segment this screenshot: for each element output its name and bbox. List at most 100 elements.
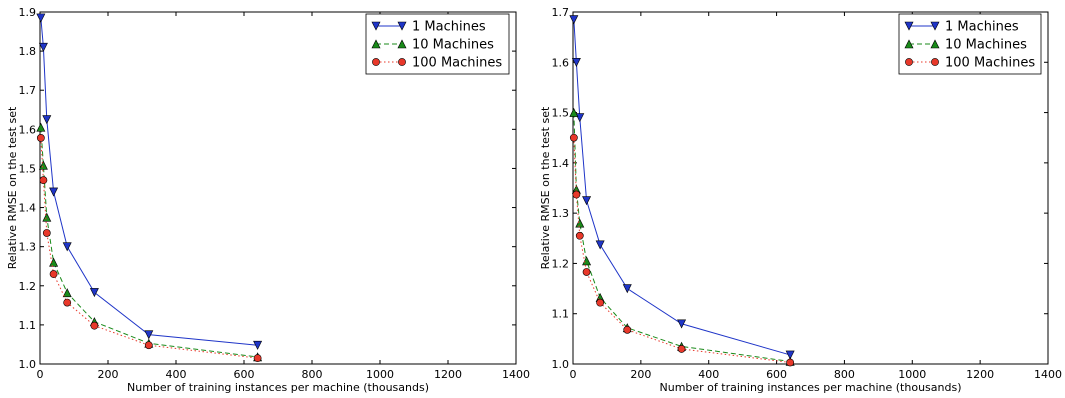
data-point-100-machines <box>677 345 686 353</box>
data-point-1-machines <box>622 284 632 294</box>
data-point-1-machines <box>677 319 687 329</box>
y-tick-label: 1.1 <box>19 319 37 332</box>
data-point-1-machines <box>571 57 581 67</box>
x-tick-label: 400 <box>698 368 719 381</box>
data-point-10-machines <box>569 107 579 117</box>
series-line-1-machines <box>573 19 791 356</box>
legend: 1 Machines 10 Machines 100 Machines <box>898 13 1042 75</box>
data-point-1-machines <box>49 187 59 197</box>
x-tick-label: 1200 <box>966 368 994 381</box>
data-point-1-machines <box>785 350 795 360</box>
y-tick-label: 1.4 <box>552 157 570 170</box>
data-point-1-machines <box>38 42 48 52</box>
legend-frame <box>365 13 510 75</box>
data-point-1-machines <box>144 330 154 340</box>
data-point-1-machines <box>595 240 605 250</box>
x-tick-label: 600 <box>766 368 787 381</box>
y-tick-label: 1.5 <box>552 107 570 120</box>
legend-marker-100-machines <box>905 58 913 66</box>
data-point-1-machines <box>89 288 99 298</box>
legend-frame <box>898 13 1042 75</box>
y-tick-label: 1.7 <box>552 6 570 19</box>
data-point-100-machines <box>575 231 584 240</box>
data-point-100-machines <box>786 358 795 367</box>
y-axis-label: Relative RMSE on the test set <box>539 106 552 269</box>
data-point-1-machines <box>42 115 52 125</box>
legend-label-100-machines: 100 Machines <box>945 56 1035 71</box>
legend: 1 Machines 10 Machines 100 Machines <box>365 13 510 75</box>
x-tick-label: 1000 <box>366 368 394 381</box>
y-tick-label: 1.6 <box>19 123 37 136</box>
y-tick-label: 1.8 <box>19 45 37 58</box>
data-point-10-machines <box>38 160 48 170</box>
legend-label-1-machines: 1 Machines <box>945 20 1019 35</box>
data-point-100-machines <box>49 270 58 278</box>
y-tick-label: 1.2 <box>552 257 570 270</box>
chart-1: 0 200 400 600 800 1000 1200 1400 1.0 1.1 1.2 1.3 1.4… <box>6 6 530 394</box>
y-tick-label: 1.2 <box>19 280 37 293</box>
data-point-10-machines <box>36 122 46 132</box>
series-line-1-machines <box>40 17 258 346</box>
legend-marker-10-machines <box>371 39 381 49</box>
legend-label-1-machines: 1 Machines <box>412 20 486 35</box>
y-tick-label: 1.4 <box>19 202 37 215</box>
x-tick-label: 800 <box>834 368 855 381</box>
y-tick-label: 1.0 <box>19 358 37 371</box>
y-tick-label: 1.3 <box>19 241 37 254</box>
x-tick-label: 200 <box>630 368 651 381</box>
data-point-10-machines <box>582 256 592 266</box>
data-point-100-machines <box>623 325 632 334</box>
y-tick-label: 1.0 <box>552 358 570 371</box>
y-axis-label: Relative RMSE on the test set <box>6 106 19 269</box>
data-point-100-machines <box>582 268 591 276</box>
data-point-100-machines <box>253 354 262 363</box>
y-tick-label: 1.3 <box>552 207 570 220</box>
data-point-10-machines <box>62 288 72 298</box>
data-point-1-machines <box>62 242 72 252</box>
legend-label-10-machines: 10 Machines <box>945 38 1027 53</box>
legend-label-100-machines: 100 Machines <box>412 56 502 71</box>
chart-2: 0 200 400 600 800 1000 1200 1400 1.0 1.1 1.2 1.3 1.4… <box>539 6 1062 394</box>
x-tick-label: 1200 <box>434 368 462 381</box>
x-axis-label: Number of training instances per machine… <box>660 381 962 394</box>
data-point-10-machines <box>575 218 585 228</box>
x-axis-label: Number of training instances per machine… <box>127 381 429 394</box>
legend-marker-1-machines <box>397 21 407 31</box>
data-point-100-machines <box>36 134 45 142</box>
series-line-100-machines <box>40 137 258 359</box>
x-tick-label: 400 <box>166 368 187 381</box>
data-point-10-machines <box>42 212 52 222</box>
x-tick-label: 800 <box>302 368 323 381</box>
data-point-1-machines <box>575 113 585 123</box>
legend-marker-1-machines <box>371 21 381 31</box>
data-point-1-machines <box>582 196 592 206</box>
legend-marker-100-machines <box>372 58 380 66</box>
legend-marker-10-machines <box>397 39 407 49</box>
data-point-100-machines <box>144 341 153 350</box>
legend-marker-100-machines <box>398 58 406 66</box>
x-tick-label: 600 <box>234 368 255 381</box>
legend-marker-100-machines <box>931 58 939 66</box>
y-tick-label: 1.6 <box>552 56 570 69</box>
data-point-1-machines <box>253 340 263 350</box>
y-tick-label: 1.7 <box>19 84 37 97</box>
data-point-100-machines <box>596 298 605 307</box>
x-tick-label: 200 <box>98 368 119 381</box>
legend-marker-1-machines <box>904 21 914 31</box>
x-tick-label: 0 <box>570 368 577 381</box>
data-point-100-machines <box>63 298 72 307</box>
data-point-1-machines <box>36 13 46 23</box>
legend-marker-10-machines <box>930 39 940 49</box>
data-point-100-machines <box>39 176 48 185</box>
series-line-10-machines <box>40 127 258 358</box>
legend-marker-10-machines <box>904 39 914 49</box>
data-point-100-machines <box>90 321 99 330</box>
x-tick-label: 1400 <box>502 368 530 381</box>
legend-marker-1-machines <box>930 21 940 31</box>
y-tick-label: 1.5 <box>19 162 37 175</box>
legend-label-10-machines: 10 Machines <box>412 38 494 53</box>
y-tick-label: 1.9 <box>19 6 37 19</box>
data-point-100-machines <box>572 190 581 199</box>
x-tick-label: 1400 <box>1034 368 1062 381</box>
